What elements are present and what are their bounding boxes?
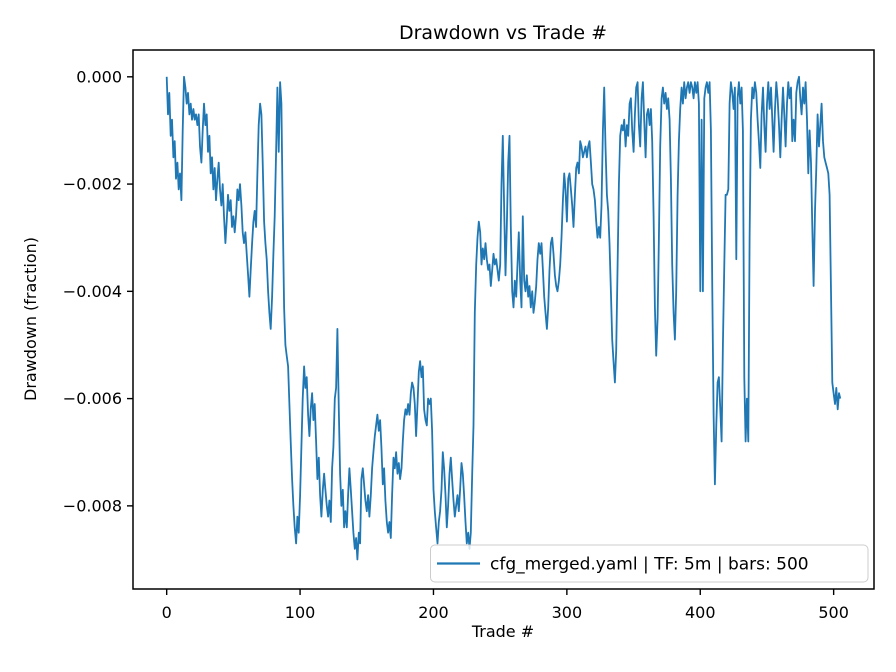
y-tick-label: −0.008 xyxy=(63,496,122,515)
drawdown-line xyxy=(165,75,842,561)
x-axis-label: Trade # xyxy=(471,622,534,641)
y-axis-label: Drawdown (fraction) xyxy=(21,237,40,401)
chart-title: Drawdown vs Trade # xyxy=(399,22,607,44)
x-tick-label: 200 xyxy=(418,603,449,622)
legend-box xyxy=(430,544,869,583)
y-tick-label: −0.004 xyxy=(63,282,122,301)
x-tick-label: 0 xyxy=(162,603,172,622)
x-tick-label: 300 xyxy=(552,603,583,622)
x-tick-label: 100 xyxy=(285,603,316,622)
y-tick-label: 0.000 xyxy=(76,67,122,86)
plot-area-frame xyxy=(132,49,875,590)
x-tick-label: 400 xyxy=(685,603,716,622)
y-axis-ticks: 0.000 −0.002 −0.004 −0.006 −0.008 xyxy=(63,67,133,515)
x-tick-label: 500 xyxy=(818,603,849,622)
legend-label: cfg_merged.yaml | TF: 5m | bars: 500 xyxy=(490,555,809,575)
legend: cfg_merged.yaml | TF: 5m | bars: 500 xyxy=(430,544,869,583)
x-axis-ticks: 0 100 200 300 400 500 xyxy=(162,589,849,622)
y-tick-label: −0.006 xyxy=(63,389,122,408)
y-tick-label: −0.002 xyxy=(63,175,122,194)
